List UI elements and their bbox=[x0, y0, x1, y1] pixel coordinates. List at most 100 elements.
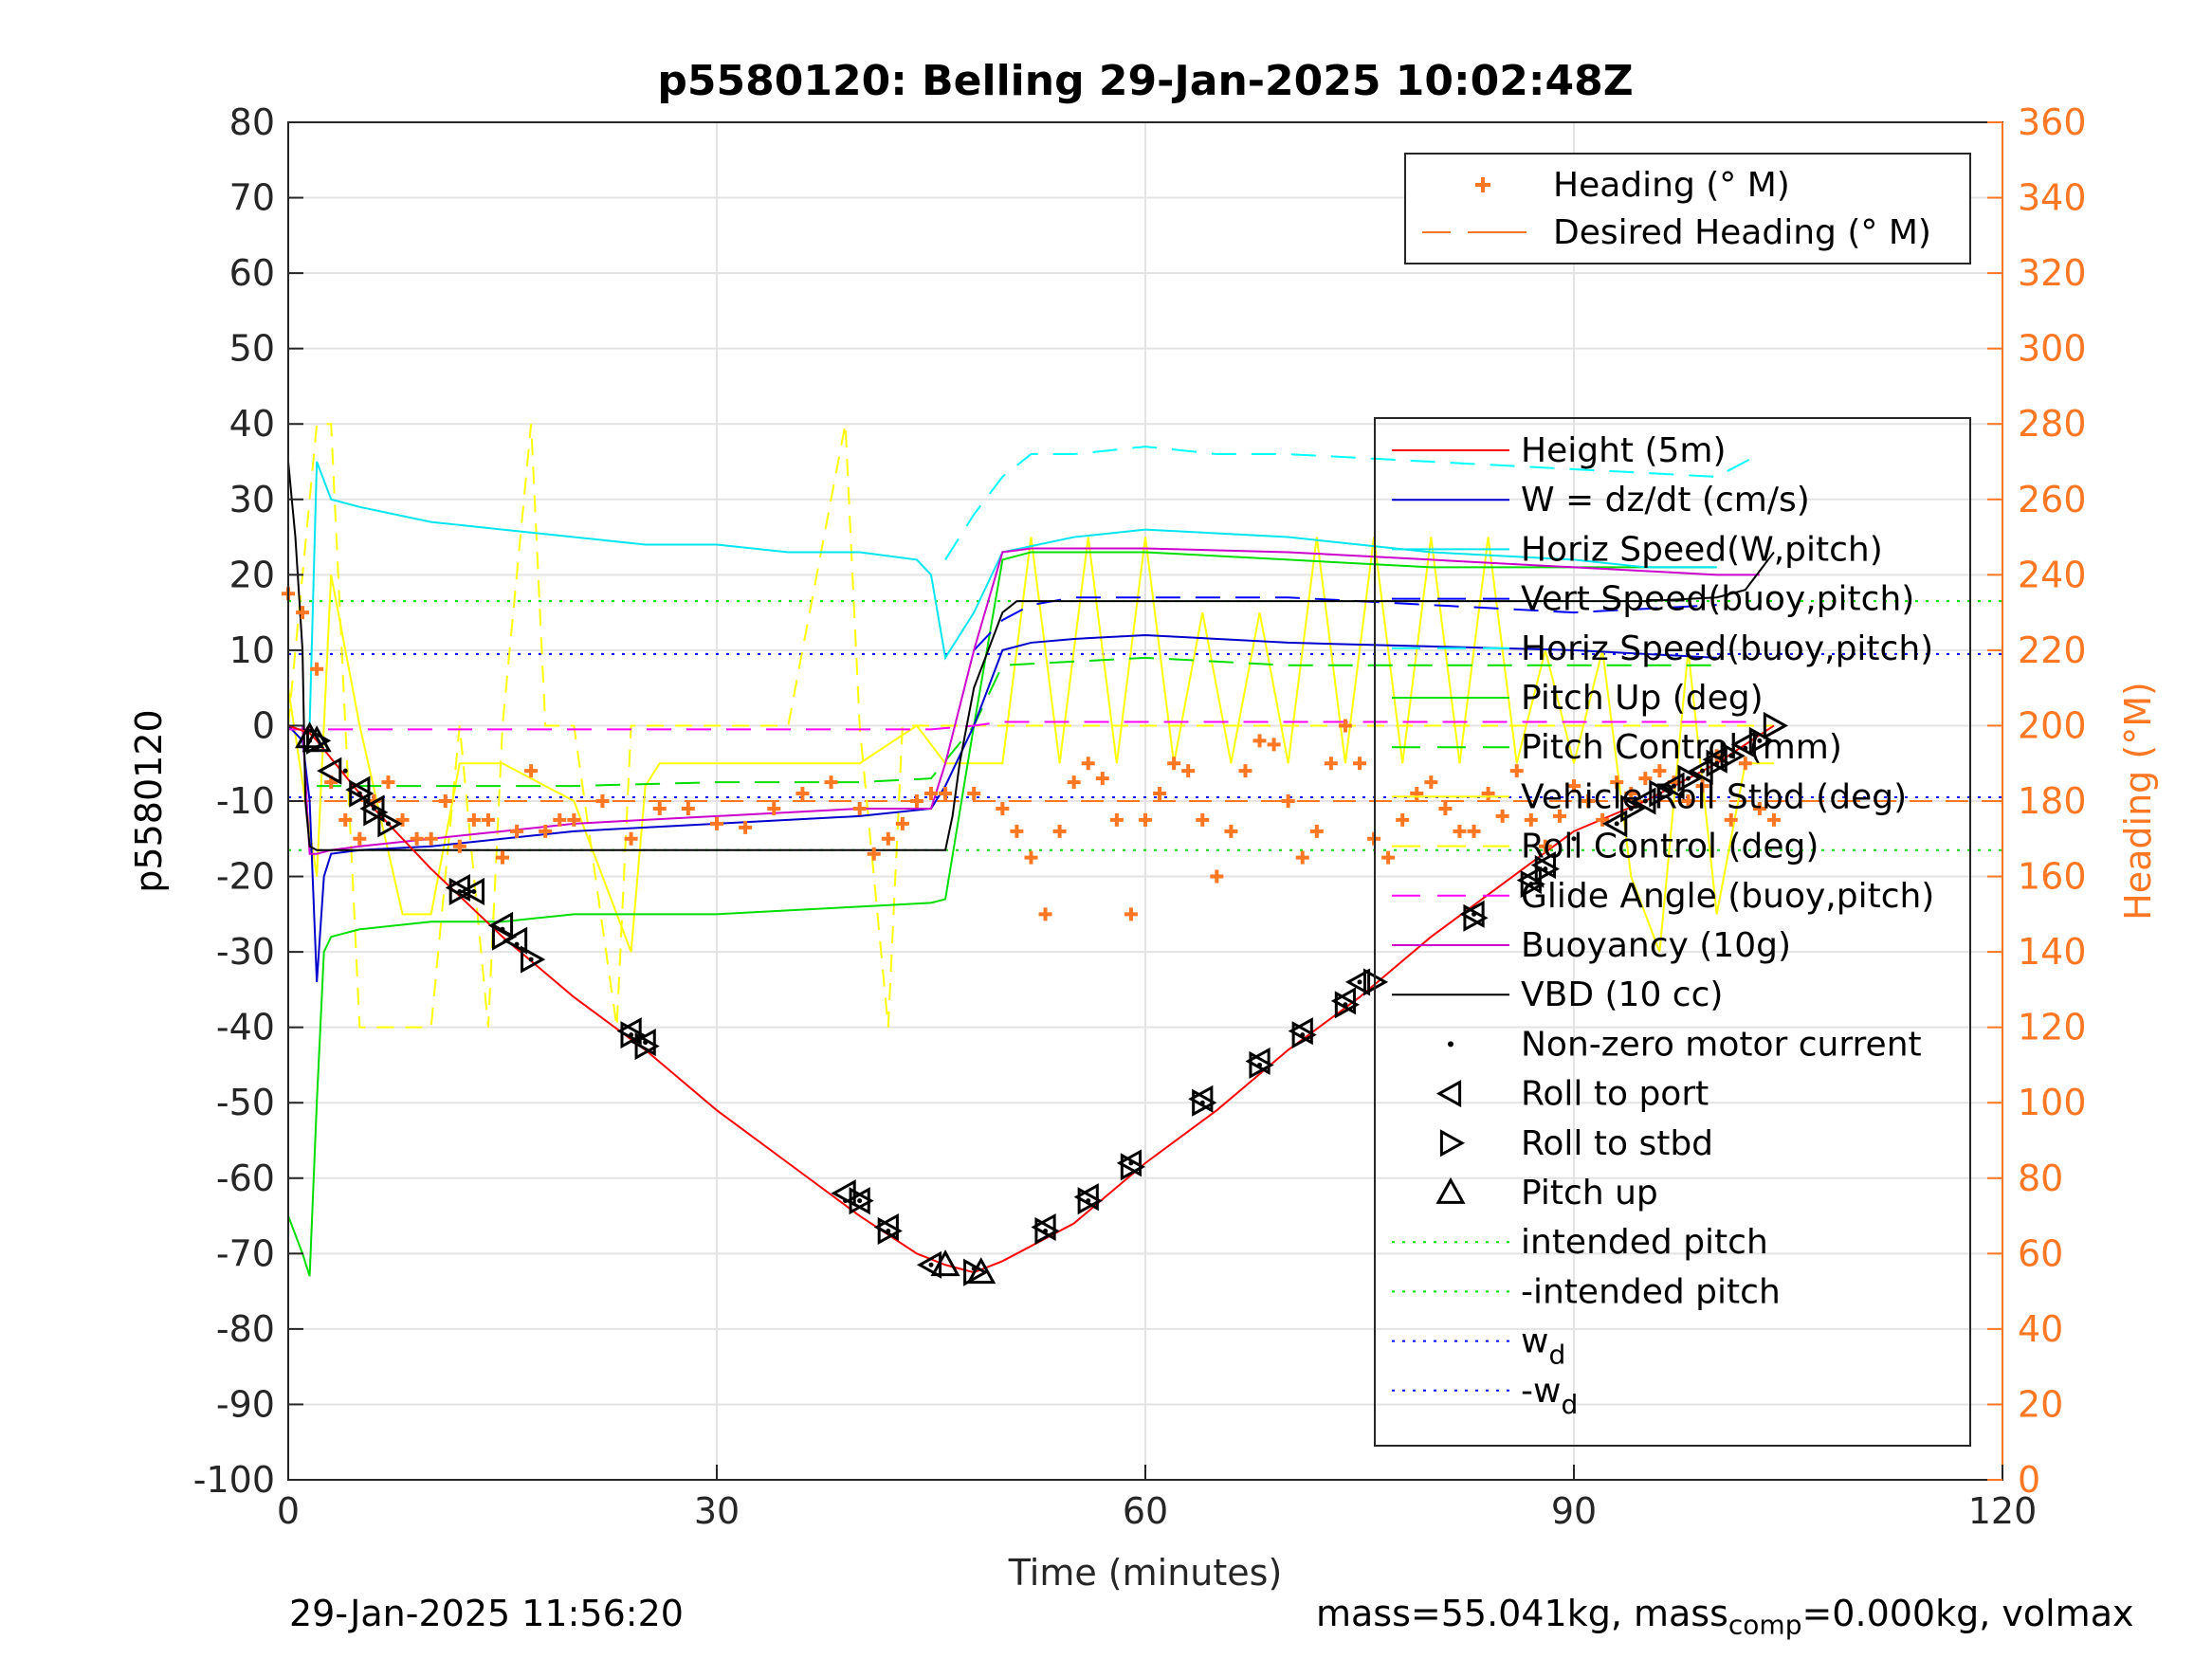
main-legend: Height (5m) W = dz/dt (cm/s) Horiz Speed(W… bbox=[1374, 417, 1971, 1447]
motor-current-point bbox=[385, 821, 391, 827]
roll-stbd-marker bbox=[377, 810, 403, 838]
roll-stbd-marker bbox=[849, 1187, 874, 1215]
pitch-up-marker bbox=[966, 1257, 996, 1285]
heading-point bbox=[1653, 764, 1667, 778]
horiz-speed-buoy-line bbox=[944, 446, 1761, 560]
legend-label: Roll to port bbox=[1521, 1075, 1709, 1114]
heading-point bbox=[1624, 787, 1638, 801]
legend-label: Pitch Up (deg) bbox=[1521, 679, 1764, 718]
heading-point bbox=[452, 839, 466, 853]
heading-point bbox=[1738, 757, 1752, 771]
legend-label: intended pitch bbox=[1521, 1223, 1768, 1262]
footer-mass-suffix: =0.000kg, volmax bbox=[1801, 1593, 2134, 1634]
heading-point bbox=[881, 831, 895, 846]
roll-stbd-marker bbox=[1677, 764, 1703, 793]
heading-point bbox=[1638, 772, 1653, 786]
y-left-tick-label: -20 bbox=[216, 856, 275, 898]
legend-swatch bbox=[1448, 1041, 1453, 1048]
legend-swatch bbox=[1435, 1080, 1462, 1108]
footer-mass-prefix: mass=55.041kg, mass bbox=[1316, 1593, 1728, 1634]
motor-current-point bbox=[1614, 821, 1619, 827]
heading-point bbox=[1495, 809, 1509, 823]
heading-point bbox=[1410, 787, 1424, 801]
motor-current-point bbox=[1571, 836, 1577, 842]
roll-port-marker bbox=[1730, 730, 1756, 758]
roll-port-marker bbox=[1631, 787, 1656, 815]
heading-point bbox=[624, 831, 638, 846]
y-left-tick-label: -60 bbox=[216, 1158, 275, 1199]
roll-port-marker bbox=[1245, 1047, 1271, 1076]
heading-point bbox=[1724, 812, 1738, 827]
roll-port-marker bbox=[1288, 1017, 1313, 1046]
vbd-line bbox=[287, 461, 1775, 851]
roll-port-marker bbox=[1659, 772, 1685, 800]
heading-point bbox=[424, 831, 438, 846]
legend-label: Vert Speed(buoy,pitch) bbox=[1521, 580, 1914, 619]
x-tick-label: 60 bbox=[1123, 1490, 1168, 1532]
x-tick-label: 120 bbox=[1968, 1490, 2038, 1532]
heading-point bbox=[1509, 764, 1524, 778]
y-left-tick-label: 10 bbox=[229, 629, 275, 671]
motor-current-point bbox=[1656, 791, 1662, 796]
roll-stbd-marker bbox=[1077, 1187, 1103, 1215]
heading-point bbox=[1224, 824, 1238, 838]
x-axis-label: Time (minutes) bbox=[1008, 1552, 1283, 1594]
y-left-tick-label: -70 bbox=[216, 1232, 275, 1274]
heading-point bbox=[539, 824, 553, 838]
legend-label: Height (5m) bbox=[1521, 431, 1727, 470]
roll-port-marker bbox=[916, 1250, 942, 1279]
heading-point bbox=[353, 831, 367, 846]
legend-label: Roll Control (deg) bbox=[1521, 828, 1819, 866]
roll-stbd-marker bbox=[1520, 869, 1545, 899]
heading-legend-label: Heading (° M) bbox=[1553, 166, 1790, 205]
roll-stbd-marker bbox=[963, 1258, 989, 1286]
heading-point bbox=[895, 816, 909, 830]
y-right-tick-label: 160 bbox=[2018, 856, 2087, 898]
legend-swatch bbox=[1435, 1176, 1466, 1204]
motor-current-point bbox=[342, 768, 348, 774]
heading-point bbox=[824, 775, 838, 790]
buoyancy-line bbox=[302, 547, 1760, 855]
legend-label: Non-zero motor current bbox=[1521, 1025, 1922, 1064]
y-left-tick-label: 40 bbox=[229, 403, 275, 445]
roll-stbd-marker bbox=[1763, 711, 1789, 739]
heading-point bbox=[1324, 757, 1338, 771]
y-axis-label-left: p5580120 bbox=[128, 709, 170, 892]
heading-point bbox=[867, 847, 881, 861]
roll-port-marker bbox=[1702, 745, 1728, 774]
heading-point bbox=[1010, 824, 1024, 838]
legend-label: VBD (10 cc) bbox=[1521, 975, 1723, 1014]
y-right-tick-label: 360 bbox=[2018, 101, 2087, 143]
heading-point bbox=[1181, 764, 1196, 778]
roll-port-marker bbox=[459, 877, 484, 906]
roll-port-marker bbox=[1688, 757, 1713, 785]
heading-point bbox=[767, 801, 781, 815]
heading-point bbox=[1081, 757, 1095, 771]
x-tick-label: 90 bbox=[1551, 1490, 1597, 1532]
y-left-tick-label: 70 bbox=[229, 177, 275, 219]
heading-legend-label: Desired Heading (° M) bbox=[1553, 213, 1931, 252]
heading-point bbox=[310, 662, 324, 676]
roll-stbd-marker bbox=[877, 1216, 903, 1246]
legend-label: Buoyancy (10g) bbox=[1521, 926, 1791, 965]
pitch-up-marker bbox=[295, 721, 325, 749]
y-left-tick-label: 20 bbox=[229, 554, 275, 595]
y-right-tick-label: 60 bbox=[2018, 1232, 2063, 1274]
roll-port-marker bbox=[345, 775, 371, 804]
chart-title: p5580120: Belling 29-Jan-2025 10:02:48Z bbox=[657, 57, 1633, 105]
roll-stbd-marker bbox=[1463, 903, 1489, 932]
heading-point bbox=[710, 816, 723, 830]
roll-port-marker bbox=[317, 757, 342, 785]
series-layer bbox=[282, 423, 2002, 1286]
heading-point bbox=[1052, 824, 1067, 838]
y-left-tick-label: -10 bbox=[216, 780, 275, 822]
y-left-tick-label: -90 bbox=[216, 1383, 275, 1425]
height-line bbox=[287, 724, 1775, 1274]
y-left-tick-label: 50 bbox=[229, 328, 275, 370]
heading-point bbox=[1338, 719, 1352, 733]
axes-ticks: 0 30 60 90 12080706050403020100-10-20-30-40-… bbox=[193, 101, 2087, 1532]
legend-swatch bbox=[1439, 1129, 1466, 1158]
heading-point bbox=[1396, 812, 1410, 827]
y-left-tick-label: 80 bbox=[229, 101, 275, 143]
